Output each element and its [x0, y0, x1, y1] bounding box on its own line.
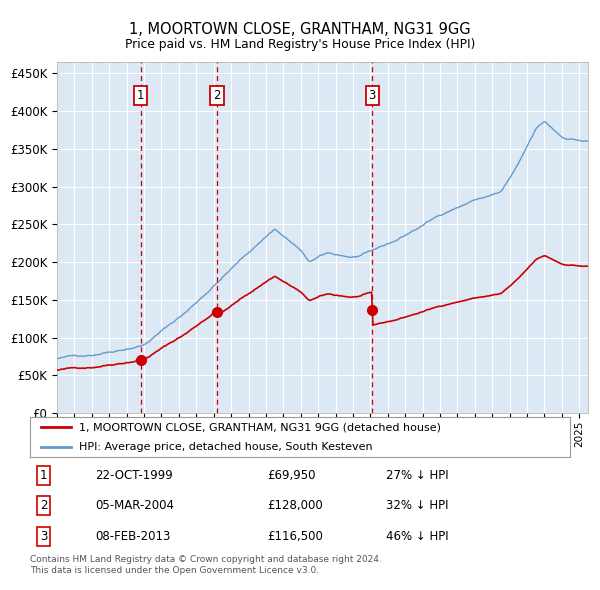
Text: 22-OCT-1999: 22-OCT-1999: [95, 469, 173, 482]
Text: This data is licensed under the Open Government Licence v3.0.: This data is licensed under the Open Gov…: [30, 566, 319, 575]
Text: Contains HM Land Registry data © Crown copyright and database right 2024.: Contains HM Land Registry data © Crown c…: [30, 555, 382, 563]
Text: HPI: Average price, detached house, South Kesteven: HPI: Average price, detached house, Sout…: [79, 442, 372, 452]
Text: £69,950: £69,950: [268, 469, 316, 482]
Text: Price paid vs. HM Land Registry's House Price Index (HPI): Price paid vs. HM Land Registry's House …: [125, 38, 475, 51]
Text: 1: 1: [137, 89, 145, 102]
Text: 2: 2: [40, 499, 47, 513]
Text: 2: 2: [213, 89, 221, 102]
Text: 1, MOORTOWN CLOSE, GRANTHAM, NG31 9GG (detached house): 1, MOORTOWN CLOSE, GRANTHAM, NG31 9GG (d…: [79, 422, 440, 432]
Text: 32% ↓ HPI: 32% ↓ HPI: [386, 499, 449, 513]
Text: £128,000: £128,000: [268, 499, 323, 513]
Text: 08-FEB-2013: 08-FEB-2013: [95, 530, 170, 543]
Text: 46% ↓ HPI: 46% ↓ HPI: [386, 530, 449, 543]
Text: 3: 3: [368, 89, 376, 102]
Text: 1: 1: [40, 469, 47, 482]
Text: 3: 3: [40, 530, 47, 543]
Text: 1, MOORTOWN CLOSE, GRANTHAM, NG31 9GG: 1, MOORTOWN CLOSE, GRANTHAM, NG31 9GG: [129, 22, 471, 37]
Text: £116,500: £116,500: [268, 530, 323, 543]
Text: 27% ↓ HPI: 27% ↓ HPI: [386, 469, 449, 482]
Text: 05-MAR-2004: 05-MAR-2004: [95, 499, 174, 513]
